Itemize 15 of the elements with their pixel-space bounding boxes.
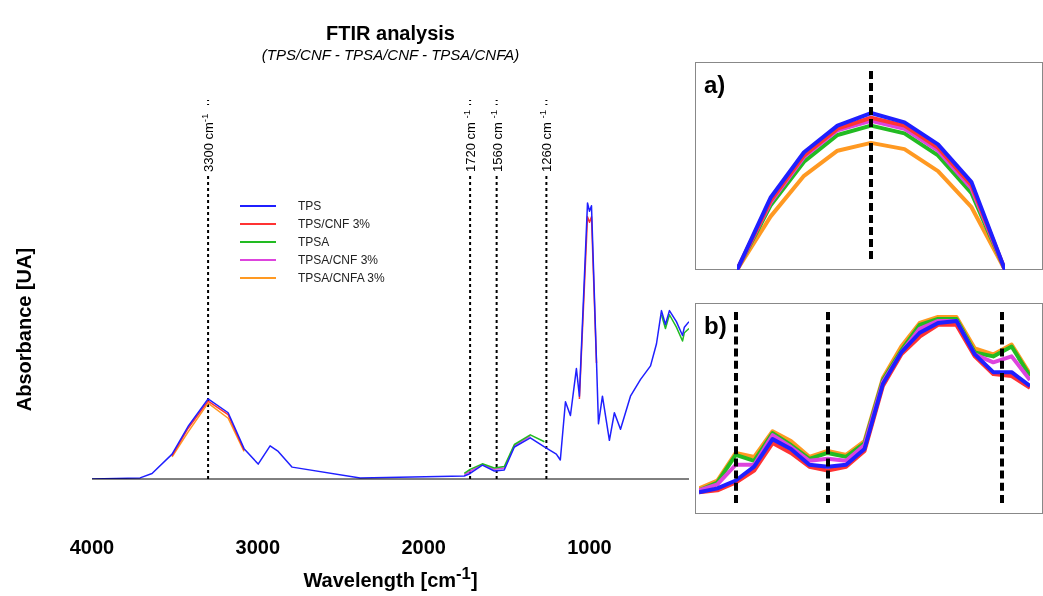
chart-title: b) — [704, 312, 727, 340]
chart-title: FTIR analysis — [325, 22, 456, 45]
x-tick-label: 4000 — [69, 536, 115, 559]
chart-subtitle: (TPS/CNF - TPSA/CNF - TPSA/CNFA) — [260, 46, 521, 63]
x-tick-label: 2000 — [401, 536, 446, 559]
legend-label: TPSA/CNF 3% — [298, 253, 379, 267]
x-tick-label: 3000 — [235, 536, 281, 559]
legend-label: TPS/CNF 3% — [298, 217, 371, 231]
x-axis-title: Wavelength [cm$^{-1}$] — [302, 564, 479, 592]
legend-label: TPSA — [298, 235, 330, 249]
x-tick-label: 1000 — [567, 536, 612, 559]
legend-label: TPSA/CNFA 3% — [298, 271, 385, 285]
chart-title: a) — [704, 71, 726, 99]
y-axis-title: Absorbance [UA] — [12, 246, 36, 414]
legend-label: TPS — [298, 199, 322, 213]
